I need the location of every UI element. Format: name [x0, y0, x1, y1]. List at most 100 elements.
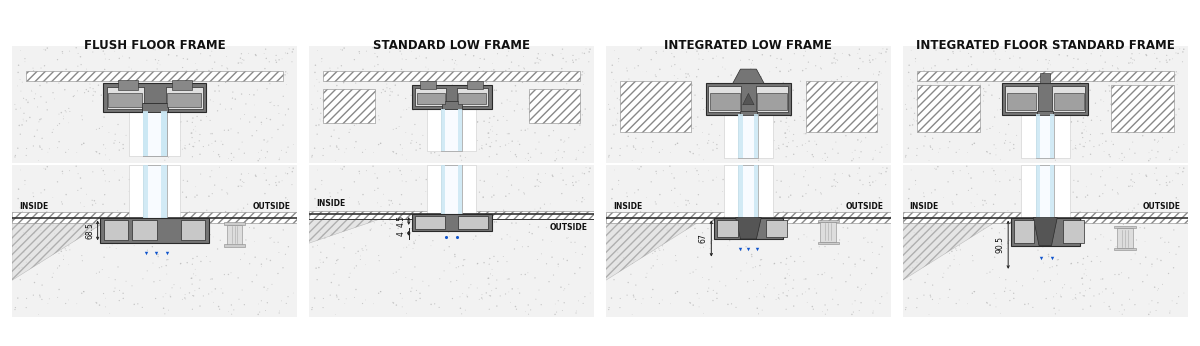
Point	[553, 308, 572, 313]
Point	[505, 246, 524, 252]
Text: 4.5: 4.5	[396, 215, 406, 227]
Point	[812, 156, 832, 161]
Point	[1115, 307, 1134, 313]
Point	[541, 225, 560, 231]
Point	[409, 94, 428, 100]
Point	[1120, 146, 1139, 152]
Point	[379, 71, 398, 76]
Point	[846, 298, 865, 303]
Point	[384, 149, 403, 155]
Point	[822, 60, 841, 66]
Point	[535, 74, 554, 80]
Point	[727, 276, 746, 282]
Point	[283, 49, 302, 55]
Text: 90.5: 90.5	[996, 236, 1004, 253]
Point	[566, 308, 586, 314]
Point	[187, 114, 206, 119]
Point	[260, 211, 280, 216]
Point	[203, 66, 222, 71]
Point	[739, 82, 758, 88]
Point	[49, 251, 68, 256]
Point	[463, 237, 482, 242]
Point	[276, 72, 295, 78]
Point	[1063, 146, 1082, 152]
Point	[72, 62, 91, 67]
Point	[772, 179, 791, 184]
Point	[1168, 149, 1187, 155]
Bar	[1117, 228, 1133, 248]
Point	[940, 80, 959, 86]
Point	[958, 163, 977, 169]
Point	[905, 118, 924, 124]
Point	[502, 60, 521, 65]
Point	[119, 189, 138, 194]
Point	[804, 46, 823, 51]
Point	[1087, 79, 1106, 84]
Point	[278, 197, 298, 202]
Point	[278, 106, 298, 112]
Point	[541, 102, 560, 108]
Point	[563, 173, 582, 179]
Point	[1015, 106, 1034, 111]
Point	[554, 300, 574, 306]
Bar	[710, 92, 739, 110]
Point	[955, 93, 974, 98]
Point	[185, 140, 204, 145]
Bar	[1050, 165, 1055, 218]
Point	[949, 147, 968, 153]
Point	[689, 192, 708, 198]
Point	[521, 307, 540, 313]
Point	[1172, 182, 1192, 188]
Point	[54, 253, 73, 259]
Point	[186, 61, 205, 66]
Point	[235, 251, 254, 257]
Point	[25, 76, 44, 82]
Point	[522, 231, 541, 236]
Point	[254, 137, 274, 143]
Point	[527, 60, 546, 65]
Point	[479, 130, 498, 136]
Point	[233, 79, 252, 85]
Point	[402, 138, 421, 143]
Point	[133, 304, 152, 310]
Point	[973, 202, 992, 208]
Point	[1174, 169, 1193, 174]
Point	[307, 131, 326, 137]
Point	[649, 108, 668, 113]
Point	[390, 267, 409, 272]
Point	[901, 205, 920, 211]
Point	[984, 142, 1003, 147]
Point	[482, 140, 502, 145]
Point	[941, 121, 960, 126]
Point	[1056, 85, 1075, 91]
Point	[514, 175, 533, 181]
Point	[235, 302, 254, 307]
Point	[1063, 297, 1082, 302]
Bar	[1054, 92, 1084, 110]
Bar	[1052, 86, 1085, 112]
Point	[934, 222, 953, 228]
Point	[694, 157, 713, 163]
Point	[94, 48, 113, 54]
Point	[935, 230, 954, 236]
Point	[611, 260, 630, 265]
Point	[1001, 139, 1020, 145]
Point	[1066, 145, 1085, 151]
Point	[334, 209, 353, 215]
Text: OUTSIDE: OUTSIDE	[550, 223, 587, 232]
Point	[68, 220, 88, 226]
Point	[739, 47, 758, 53]
Point	[6, 305, 25, 310]
Point	[850, 191, 869, 196]
Point	[1123, 79, 1142, 85]
Point	[954, 227, 973, 233]
Point	[497, 174, 516, 180]
Point	[252, 264, 271, 270]
Point	[1145, 284, 1164, 290]
Point	[11, 220, 30, 226]
Point	[871, 197, 890, 202]
Point	[1151, 182, 1170, 188]
Point	[1114, 89, 1133, 95]
Point	[646, 72, 665, 78]
Point	[949, 243, 968, 248]
